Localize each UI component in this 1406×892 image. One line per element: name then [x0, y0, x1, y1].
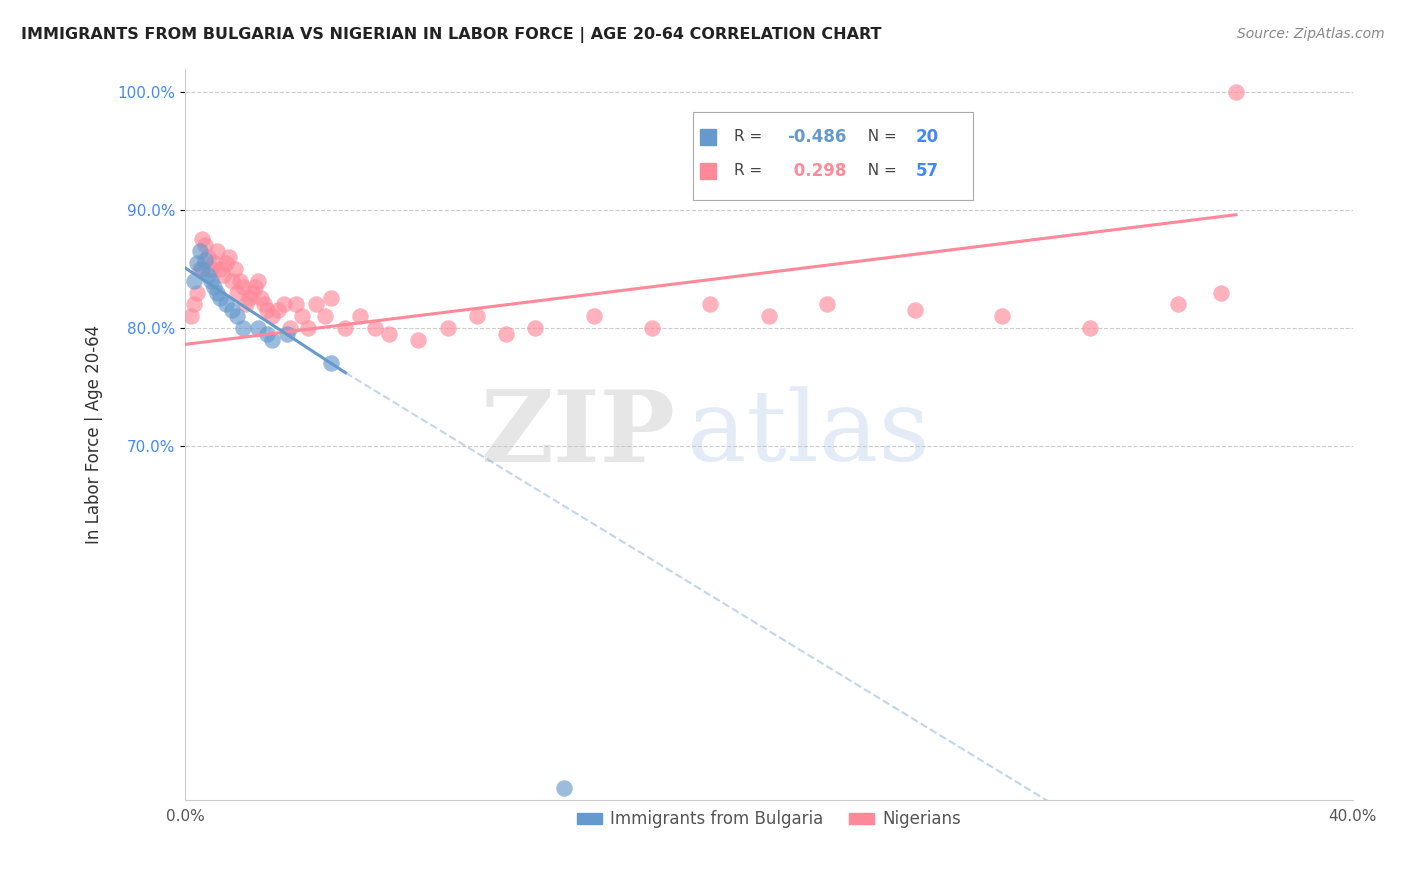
Point	[208, 292, 231, 306]
Point	[240, 285, 263, 300]
Point	[991, 309, 1014, 323]
Point	[202, 256, 225, 270]
Point	[229, 274, 252, 288]
Point	[238, 292, 260, 306]
Text: IMMIGRANTS FROM BULGARIA VS NIGERIAN IN LABOR FORCE | AGE 20-64 CORRELATION CHAR: IMMIGRANTS FROM BULGARIA VS NIGERIAN IN …	[21, 27, 882, 43]
Point	[267, 303, 290, 318]
Point	[1211, 285, 1233, 300]
Point	[180, 309, 202, 323]
Point	[188, 262, 211, 277]
Point	[436, 321, 458, 335]
Point	[815, 297, 838, 311]
Point	[262, 309, 284, 323]
Point	[1078, 321, 1101, 335]
Text: N =: N =	[858, 163, 901, 178]
Point	[256, 303, 278, 318]
Point	[235, 297, 257, 311]
Text: R =: R =	[734, 129, 766, 144]
Point	[194, 238, 217, 252]
Text: R =: R =	[734, 163, 766, 178]
Point	[186, 285, 208, 300]
Point	[226, 309, 249, 323]
Point	[284, 297, 307, 311]
Point	[208, 262, 231, 277]
Point	[553, 780, 575, 795]
Point	[183, 297, 205, 311]
Point	[183, 274, 205, 288]
Point	[363, 321, 385, 335]
Point	[218, 250, 240, 264]
Point	[349, 309, 371, 323]
Point	[205, 285, 228, 300]
Point	[215, 256, 238, 270]
Text: ZIP: ZIP	[481, 385, 675, 483]
Point	[314, 309, 336, 323]
Text: -0.486: -0.486	[787, 128, 846, 145]
Point	[188, 244, 211, 259]
Text: N =: N =	[858, 129, 901, 144]
Point	[524, 321, 547, 335]
Point	[335, 321, 357, 335]
Point	[224, 262, 246, 277]
Point	[200, 262, 222, 277]
Point	[305, 297, 328, 311]
Point	[262, 333, 284, 347]
Point	[202, 279, 225, 293]
Text: 0.298: 0.298	[787, 161, 846, 180]
FancyBboxPatch shape	[693, 112, 973, 200]
Point	[378, 326, 401, 341]
Y-axis label: In Labor Force | Age 20-64: In Labor Force | Age 20-64	[86, 325, 103, 543]
Point	[465, 309, 488, 323]
Text: 57: 57	[915, 161, 939, 180]
Point	[319, 356, 342, 370]
Point	[197, 250, 219, 264]
Point	[699, 297, 721, 311]
Point	[1167, 297, 1189, 311]
Point	[215, 297, 238, 311]
Point	[250, 292, 273, 306]
Point	[191, 232, 214, 246]
Point	[205, 244, 228, 259]
Point	[273, 297, 295, 311]
Point	[319, 292, 342, 306]
Point	[186, 256, 208, 270]
Text: atlas: atlas	[688, 386, 929, 482]
Point	[246, 321, 269, 335]
Point	[221, 303, 243, 318]
Point	[194, 252, 217, 267]
Point	[197, 268, 219, 282]
Point	[297, 321, 319, 335]
Point	[495, 326, 517, 341]
Point	[221, 274, 243, 288]
Legend: Immigrants from Bulgaria, Nigerians: Immigrants from Bulgaria, Nigerians	[571, 804, 967, 835]
Point	[226, 285, 249, 300]
Point	[408, 333, 430, 347]
Point	[191, 262, 214, 277]
Point	[246, 274, 269, 288]
Point	[200, 274, 222, 288]
Point	[291, 309, 314, 323]
Point	[1225, 85, 1247, 99]
Point	[232, 321, 254, 335]
Point	[904, 303, 927, 318]
Text: Source: ZipAtlas.com: Source: ZipAtlas.com	[1237, 27, 1385, 41]
Point	[256, 326, 278, 341]
Point	[758, 309, 780, 323]
Text: 20: 20	[915, 128, 939, 145]
Point	[582, 309, 605, 323]
Point	[243, 279, 266, 293]
Point	[253, 297, 276, 311]
Point	[212, 268, 235, 282]
Point	[276, 326, 298, 341]
Point	[232, 279, 254, 293]
Point	[278, 321, 301, 335]
Point	[641, 321, 664, 335]
